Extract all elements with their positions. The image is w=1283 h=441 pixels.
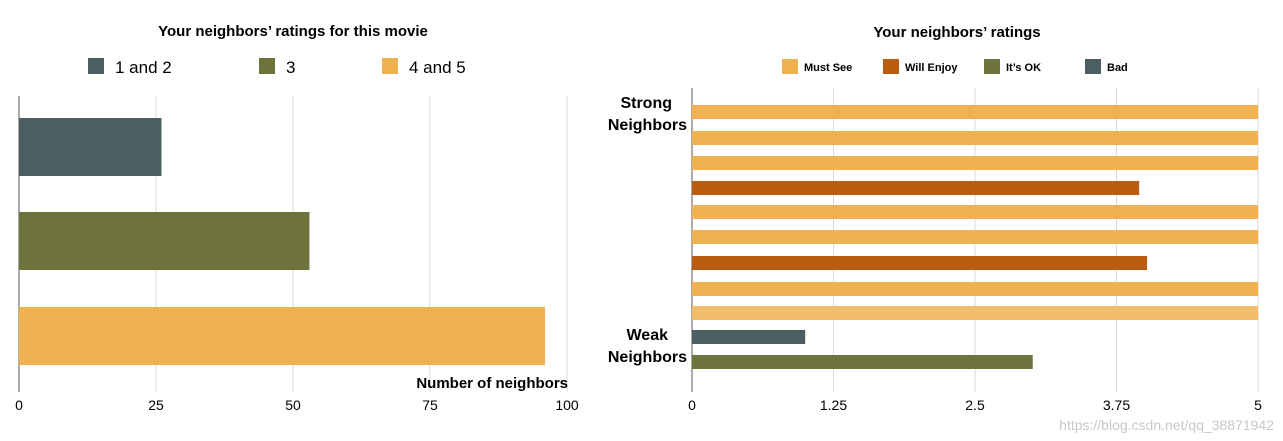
left-x-tick-2: 50	[285, 397, 301, 413]
right-x-tick-1: 1.25	[820, 397, 847, 413]
left-x-tick-0: 0	[15, 397, 23, 413]
right-x-tick-4: 5	[1254, 397, 1262, 413]
right-x-tick-3: 3.75	[1103, 397, 1130, 413]
right-bar-3	[692, 156, 1258, 170]
left-bar-3	[19, 307, 546, 365]
right-x-ticks: 0 1.25 2.5 3.75 5	[688, 397, 1262, 413]
right-legend-swatch-4	[1085, 59, 1101, 74]
right-legend-label-1: Must See	[804, 62, 852, 74]
right-legend: Must See Will Enjoy It’s OK Bad	[782, 59, 1128, 74]
left-legend-swatch-1	[88, 58, 104, 74]
right-bar-7	[692, 256, 1148, 270]
left-legend-label-3: 4 and 5	[409, 58, 466, 77]
left-bar-2	[19, 212, 310, 270]
right-legend-swatch-3	[984, 59, 1000, 74]
right-chart: Your neighbors’ ratings Must See Will Enj…	[608, 24, 1262, 413]
right-legend-swatch-1	[782, 59, 798, 74]
right-bars	[692, 105, 1258, 369]
right-legend-label-3: It’s OK	[1006, 62, 1041, 74]
right-bar-1	[692, 105, 1258, 119]
left-bar-1	[19, 118, 162, 176]
left-x-axis-label: Number of neighbors	[416, 375, 568, 392]
left-legend-swatch-3	[382, 58, 398, 74]
left-legend-label-1: 1 and 2	[115, 58, 172, 77]
right-x-tick-0: 0	[688, 397, 696, 413]
watermark: https://blog.csdn.net/qq_38871942	[1059, 417, 1274, 433]
left-x-ticks: 0 25 50 75 100	[15, 397, 579, 413]
left-chart-title: Your neighbors’ ratings for this movie	[158, 23, 428, 40]
right-bar-11	[692, 355, 1033, 369]
right-bar-5	[692, 205, 1258, 219]
left-x-tick-4: 100	[555, 397, 579, 413]
left-chart: Your neighbors’ ratings for this movie 1…	[15, 23, 579, 413]
right-bar-8	[692, 282, 1258, 296]
right-chart-title: Your neighbors’ ratings	[873, 24, 1040, 41]
right-legend-swatch-2	[883, 59, 899, 74]
right-bar-9	[692, 306, 1258, 320]
right-bar-2	[692, 131, 1258, 145]
weak-neighbors-label-line2: Neighbors	[608, 349, 687, 366]
left-x-tick-1: 25	[148, 397, 164, 413]
right-legend-label-4: Bad	[1107, 62, 1128, 74]
weak-neighbors-label-line1: Weak	[626, 327, 668, 344]
right-bar-6	[692, 230, 1258, 244]
left-legend: 1 and 2 3 4 and 5	[88, 58, 466, 77]
right-legend-label-2: Will Enjoy	[905, 62, 958, 74]
right-bar-4	[692, 181, 1140, 195]
strong-neighbors-label-line2: Neighbors	[608, 117, 687, 134]
left-bars	[19, 118, 546, 365]
left-legend-label-2: 3	[286, 58, 295, 77]
strong-neighbors-label-line1: Strong	[620, 95, 672, 112]
right-bar-10	[692, 330, 806, 344]
left-x-tick-3: 75	[422, 397, 438, 413]
right-x-tick-2: 2.5	[965, 397, 985, 413]
left-legend-swatch-2	[259, 58, 275, 74]
